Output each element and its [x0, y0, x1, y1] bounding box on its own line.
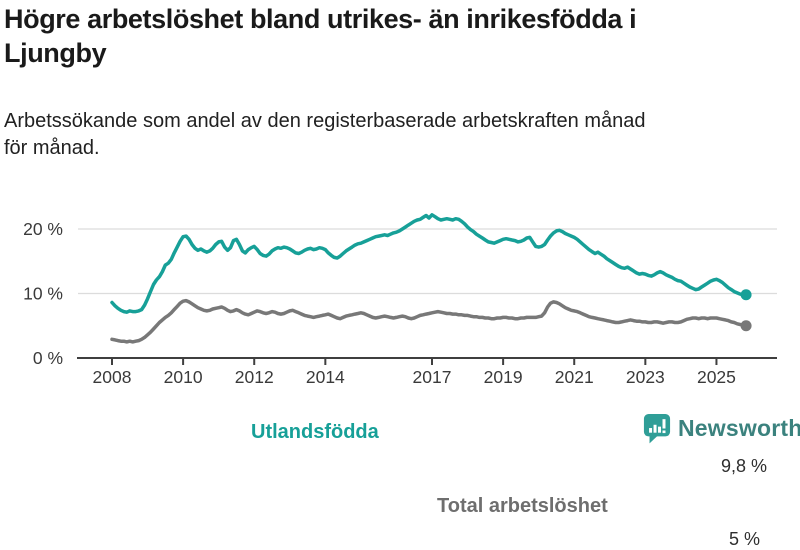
y-axis-tick-label: 20 %: [23, 219, 63, 239]
chart-title: Högre arbetslöshet bland utrikes- än inr…: [4, 4, 637, 68]
series-line: [110, 298, 748, 344]
x-axis-tick-label: 2019: [484, 367, 523, 387]
chart-canvas: 0 % 10 % 20 % 2008 2010 2012 2014 2017 2019 2021 2…: [23, 213, 777, 387]
x-axis-tick-label: 2012: [235, 367, 274, 387]
series-label-total-arbetsloshet: Total arbetslöshet: [437, 495, 608, 517]
series-label-utlandsfodda: Utlandsfödda: [251, 421, 379, 443]
x-axis-tick-label: 2010: [164, 367, 203, 387]
chart-subtitle: Arbetssökande som andel av den registerb…: [4, 110, 646, 159]
y-axis-tick-label: 0 %: [33, 348, 63, 368]
x-axis-tick-label: 2023: [626, 367, 665, 387]
x-axis-tick-label: 2014: [306, 367, 345, 387]
end-value-label-utlandsfodda: 9,8 %: [721, 456, 768, 476]
x-axis-tick-label: 2025: [697, 367, 736, 387]
end-value-label-total: 5 %: [729, 529, 761, 549]
newsworthy-icon: [643, 414, 671, 444]
line-chart: 0 % 10 % 20 % 2008 2010 2012 2014 2017 2019 2021 2…: [0, 195, 800, 549]
y-axis-tick-label: 10 %: [23, 284, 63, 304]
x-axis-tick-label: 2008: [93, 367, 132, 387]
x-axis-tick-label: 2017: [413, 367, 452, 387]
newsworthy-wordmark: Newsworthy: [678, 415, 800, 441]
series-end-dot: [740, 320, 752, 332]
series-line: [110, 213, 748, 314]
series-end-dot: [740, 289, 752, 301]
x-axis-tick-label: 2021: [555, 367, 594, 387]
newsworthy-logo: Newsworthy: [643, 413, 800, 444]
